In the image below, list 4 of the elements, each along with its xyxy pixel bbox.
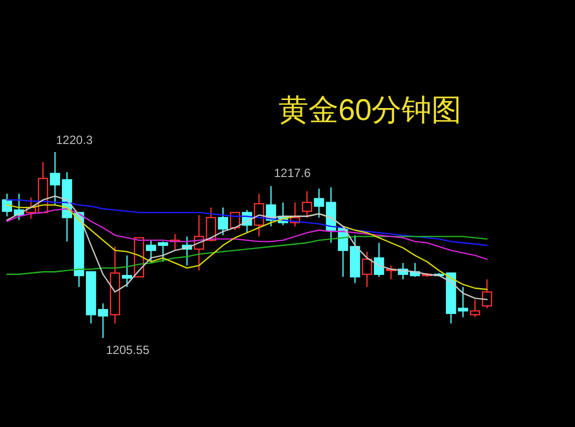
annotation: 1205.55 bbox=[106, 343, 150, 357]
annotation: 1220.3 bbox=[56, 133, 93, 147]
annotation: 1217.6 bbox=[274, 166, 311, 180]
title: 黄金60分钟图 bbox=[278, 94, 462, 127]
